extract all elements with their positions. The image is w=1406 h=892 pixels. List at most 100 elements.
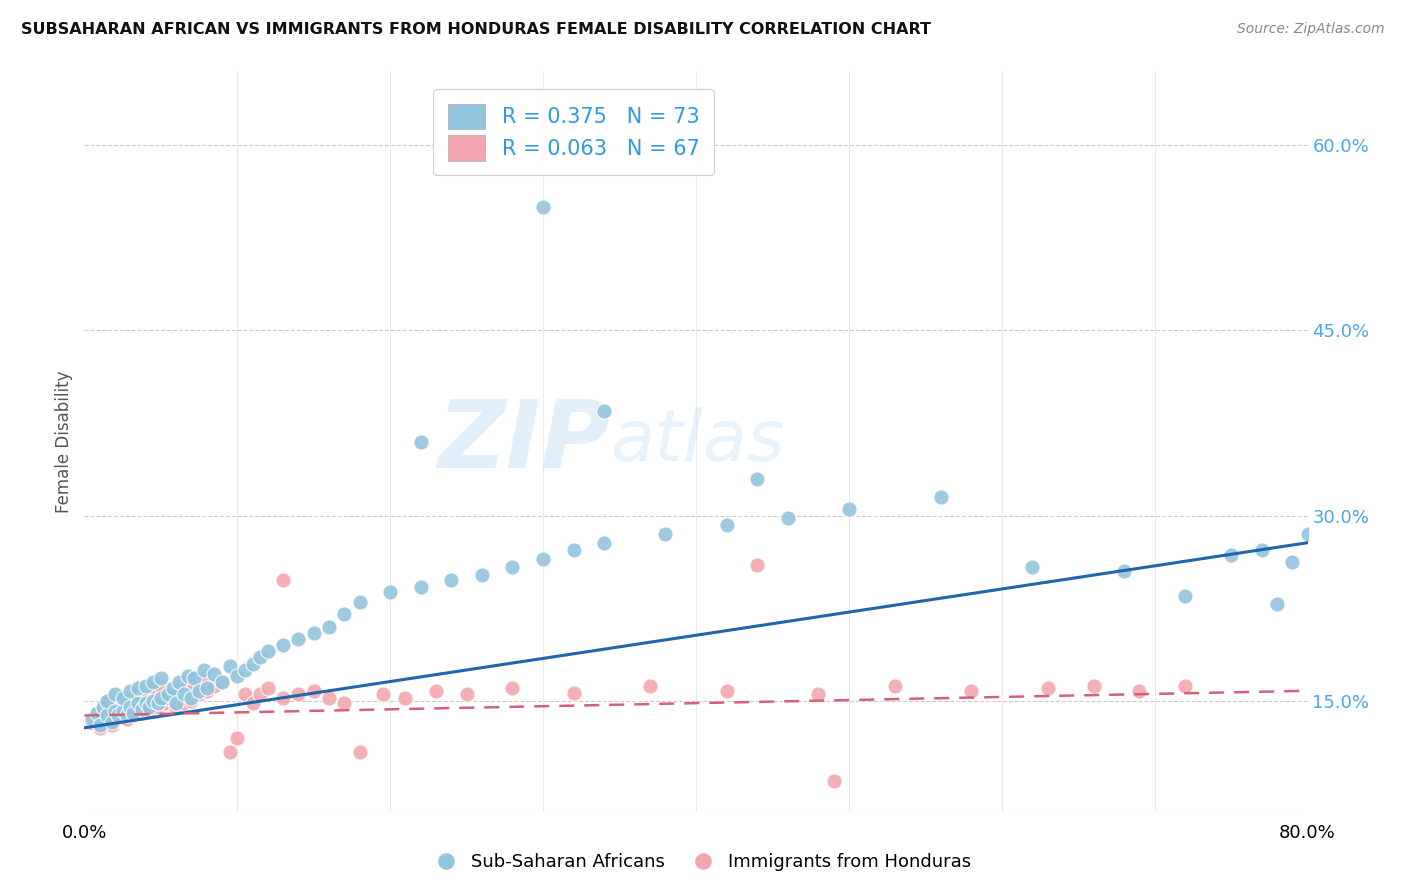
Point — [425, 683, 447, 698]
Point — [111, 704, 134, 718]
Point — [302, 683, 325, 698]
Point — [135, 679, 157, 693]
Point — [193, 663, 215, 677]
Point — [86, 706, 108, 720]
Point — [333, 607, 356, 622]
Point — [562, 686, 585, 700]
Point — [111, 706, 134, 720]
Point — [120, 699, 142, 714]
Point — [242, 696, 264, 710]
Point — [115, 708, 138, 723]
Point — [127, 688, 149, 702]
Point — [1083, 679, 1105, 693]
Point — [122, 708, 145, 723]
Point — [89, 718, 111, 732]
Point — [131, 706, 153, 720]
Point — [302, 625, 325, 640]
Point — [101, 718, 124, 732]
Point — [1036, 681, 1059, 696]
Point — [162, 681, 184, 696]
Point — [929, 490, 952, 504]
Point — [1021, 560, 1043, 574]
Point — [287, 632, 309, 646]
Point — [149, 691, 172, 706]
Point — [333, 696, 356, 710]
Point — [202, 679, 225, 693]
Point — [138, 704, 160, 718]
Point — [107, 708, 129, 723]
Point — [165, 699, 187, 714]
Point — [142, 675, 165, 690]
Point — [1114, 564, 1136, 578]
Point — [162, 683, 184, 698]
Point — [173, 696, 195, 710]
Point — [138, 699, 160, 714]
Point — [226, 731, 249, 745]
Y-axis label: Female Disability: Female Disability — [55, 370, 73, 513]
Point — [242, 657, 264, 671]
Point — [188, 688, 211, 702]
Point — [409, 434, 432, 449]
Point — [91, 699, 114, 714]
Point — [1265, 598, 1288, 612]
Point — [211, 675, 233, 690]
Point — [111, 696, 134, 710]
Point — [131, 702, 153, 716]
Point — [167, 679, 190, 693]
Point — [104, 706, 127, 720]
Point — [86, 708, 108, 723]
Point — [211, 675, 233, 690]
Point — [96, 696, 118, 710]
Point — [654, 527, 676, 541]
Point — [195, 683, 218, 698]
Point — [173, 688, 195, 702]
Point — [502, 560, 524, 574]
Point — [502, 681, 524, 696]
Point — [183, 672, 205, 686]
Point — [177, 669, 200, 683]
Point — [104, 688, 127, 702]
Point — [1174, 679, 1197, 693]
Legend: Sub-Saharan Africans, Immigrants from Honduras: Sub-Saharan Africans, Immigrants from Ho… — [427, 847, 979, 879]
Point — [80, 712, 103, 726]
Point — [180, 694, 202, 708]
Text: SUBSAHARAN AFRICAN VS IMMIGRANTS FROM HONDURAS FEMALE DISABILITY CORRELATION CHA: SUBSAHARAN AFRICAN VS IMMIGRANTS FROM HO… — [21, 22, 931, 37]
Point — [135, 699, 157, 714]
Text: ZIP: ZIP — [437, 395, 610, 488]
Point — [593, 403, 616, 417]
Point — [120, 691, 142, 706]
Point — [394, 691, 416, 706]
Point — [823, 773, 845, 788]
Point — [218, 659, 240, 673]
Point — [177, 675, 200, 690]
Point — [127, 696, 149, 710]
Point — [776, 511, 799, 525]
Point — [149, 694, 172, 708]
Point — [531, 200, 554, 214]
Point — [188, 683, 211, 698]
Point — [271, 691, 294, 706]
Legend: R = 0.375   N = 73, R = 0.063   N = 67: R = 0.375 N = 73, R = 0.063 N = 67 — [433, 89, 714, 176]
Point — [89, 721, 111, 735]
Point — [127, 699, 149, 714]
Point — [120, 704, 142, 718]
Point — [1296, 527, 1319, 541]
Point — [142, 681, 165, 696]
Point — [167, 675, 190, 690]
Point — [960, 683, 983, 698]
Point — [716, 683, 738, 698]
Point — [91, 704, 114, 718]
Text: atlas: atlas — [610, 407, 785, 476]
Point — [1128, 683, 1150, 698]
Point — [440, 573, 463, 587]
Point — [104, 704, 127, 718]
Point — [80, 715, 103, 730]
Point — [115, 712, 138, 726]
Point — [193, 672, 215, 686]
Point — [180, 691, 202, 706]
Point — [471, 567, 494, 582]
Point — [122, 706, 145, 720]
Point — [233, 688, 256, 702]
Point — [202, 666, 225, 681]
Point — [716, 518, 738, 533]
